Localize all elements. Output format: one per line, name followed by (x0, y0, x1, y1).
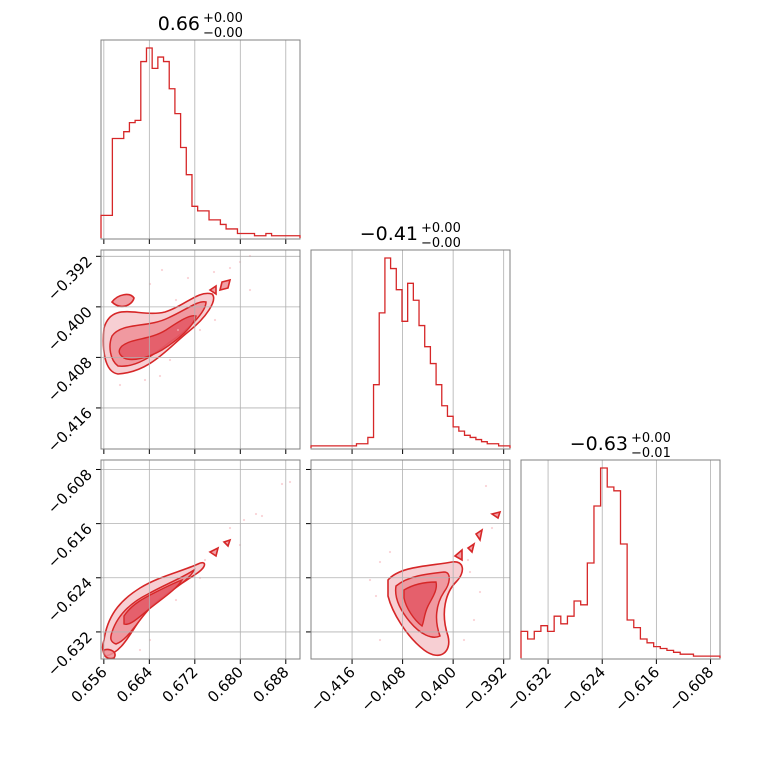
title-p0-err-plus: +0.00 (203, 11, 243, 26)
contour-island (208, 546, 220, 558)
tick-label-x: −0.400 (408, 663, 460, 715)
panel-2d-p0-p1 (102, 254, 252, 387)
scatter-point (228, 526, 232, 530)
tick-label-y: −0.616 (44, 520, 96, 572)
scatter-point (176, 328, 180, 332)
tick-label-y: −0.408 (44, 353, 96, 405)
tick-label-y: −0.416 (44, 404, 96, 456)
scatter-point (378, 638, 382, 642)
scatter-point (472, 618, 476, 622)
tick-label-x: −0.632 (503, 663, 555, 715)
title-p2-value: −0.63 (570, 433, 628, 455)
contour-inner (123, 578, 184, 625)
contour-island (474, 528, 484, 543)
histogram-p2 (520, 467, 721, 658)
title-p2-err-plus: +0.00 (631, 431, 671, 446)
contour-island (218, 278, 232, 292)
scatter-point (378, 560, 382, 564)
scatter-point (242, 518, 246, 522)
panel-border (520, 459, 721, 660)
scatter-point (468, 570, 472, 574)
contour-island (102, 648, 116, 660)
contour-island (453, 548, 463, 562)
tick-label-y: −0.400 (44, 303, 96, 355)
tick-label-x: 0.656 (68, 663, 111, 706)
scatter-point (490, 526, 494, 530)
tick-label-y: −0.624 (44, 574, 96, 626)
scatter-point (248, 288, 252, 292)
scatter-point (160, 268, 164, 272)
scatter-point (374, 594, 378, 598)
tick-label-y: −0.392 (44, 252, 96, 304)
panel-frame-1-0: −0.416−0.408−0.400−0.392 (44, 249, 301, 456)
contour-island (490, 510, 502, 520)
contour-island (222, 538, 232, 548)
contour-island (110, 293, 135, 308)
tick-label-x: −0.624 (557, 663, 609, 715)
panel-hist-0: 0.66 +0.00 −0.00 (158, 11, 243, 41)
scatter-point (288, 480, 292, 484)
title-p1-value: −0.41 (360, 223, 418, 245)
scatter-point (388, 550, 392, 554)
scatter-point (484, 484, 488, 488)
panel-border (100, 459, 301, 660)
panel-2d-p0-p2 (101, 480, 292, 660)
tick-label-x: −0.392 (459, 663, 511, 715)
contour-island (466, 542, 476, 554)
panel-border (310, 459, 511, 660)
scatter-point (280, 482, 284, 486)
panel-border (310, 249, 511, 450)
title-p0-value: 0.66 (158, 13, 200, 35)
scatter-point (186, 276, 190, 280)
tick-label-x: 0.680 (204, 663, 247, 706)
histogram-p0 (100, 47, 301, 238)
scatter-point (143, 378, 147, 382)
scatter-point (174, 598, 178, 602)
scatter-point (203, 558, 207, 562)
scatter-point (158, 374, 162, 378)
panel-frame-1-1 (310, 249, 511, 454)
panel-frame-0-0 (100, 39, 301, 244)
panel-hist-1: −0.41 +0.00 −0.00 (360, 221, 461, 251)
panel-2d-p1-p2 (368, 484, 502, 656)
histogram-p1 (310, 257, 511, 448)
panel-hist-2: −0.63 +0.00 −0.01 (570, 431, 671, 461)
tick-label-x: −0.416 (307, 663, 359, 715)
title-p1-err-minus: −0.00 (421, 236, 461, 251)
title-p1-err-plus: +0.00 (421, 221, 461, 236)
scatter-point (260, 514, 264, 518)
scatter-point (228, 266, 232, 270)
scatter-point (368, 578, 372, 582)
title-p0-err-minus: −0.00 (203, 26, 243, 41)
contour-inner (118, 315, 197, 361)
contour-island (208, 284, 217, 296)
tick-label-x: −0.616 (611, 663, 663, 715)
scatter-point (462, 638, 466, 642)
tick-label-y: −0.608 (44, 466, 96, 518)
panel-border (100, 39, 301, 240)
scatter-point (212, 270, 216, 274)
scatter-point (174, 298, 178, 302)
tick-label-x: −0.608 (665, 663, 717, 715)
panel-border (100, 249, 301, 450)
scatter-point (198, 328, 202, 332)
scatter-point (138, 648, 142, 652)
tick-label-x: 0.672 (159, 663, 202, 706)
panel-frame-2-2: −0.632 −0.624 −0.616 −0.608 (503, 459, 721, 715)
scatter-point (478, 590, 482, 594)
scatter-point (168, 358, 172, 362)
tick-label-x: −0.408 (357, 663, 409, 715)
contour-inner (403, 581, 438, 628)
tick-label-x: 0.664 (113, 663, 156, 706)
tick-label-x: 0.688 (250, 663, 293, 706)
scatter-point (213, 318, 217, 322)
scatter-point (118, 383, 122, 387)
title-p2-err-minus: −0.01 (631, 446, 671, 461)
scatter-point (466, 558, 470, 562)
scatter-point (254, 512, 258, 516)
